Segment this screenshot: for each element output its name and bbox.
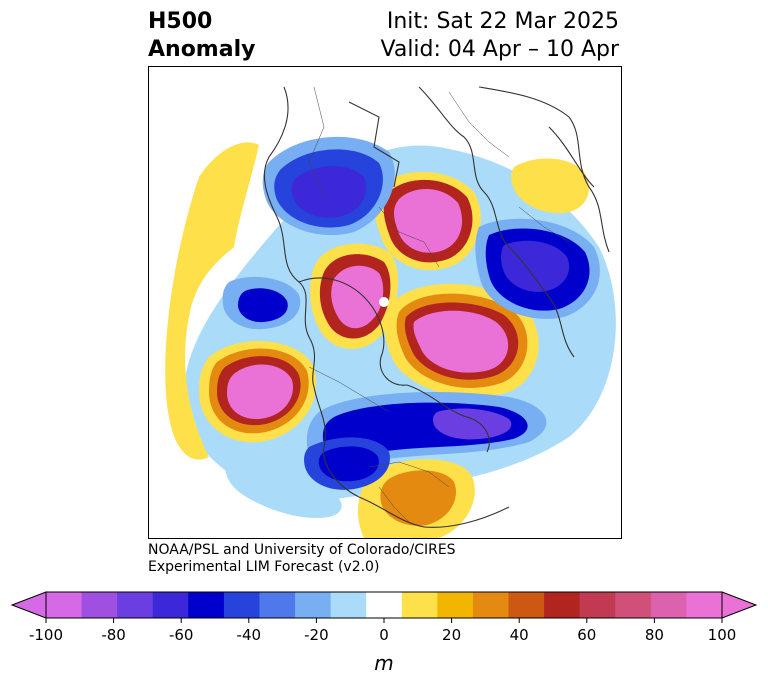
negative-pacific-band-core: [433, 408, 512, 440]
colorbar-tick-label: -80: [101, 626, 126, 644]
colorbar-swatch: [401, 592, 438, 618]
colorbar-extend-low: [10, 591, 47, 619]
political-borders: [308, 86, 570, 523]
init-date: Init: Sat 22 Mar 2025: [386, 9, 619, 34]
positive-pacific-core: [227, 364, 294, 420]
forecast-dates: Init: Sat 22 Mar 2025 Valid: 04 Apr – 10…: [381, 8, 620, 64]
colorbar-tick-label: -20: [304, 626, 329, 644]
anomaly-map-svg: [165, 86, 616, 538]
colorbar-tick-label: 100: [708, 626, 737, 644]
colorbar-tick-label: 60: [577, 626, 596, 644]
negative-asia-core: [238, 288, 288, 323]
colorbar-swatch: [223, 592, 260, 618]
colorbar-tick-label: -100: [29, 626, 63, 644]
negative-europe-core: [501, 240, 570, 292]
map-title-line1: H500: [148, 9, 213, 34]
positive-us-east-core: [380, 470, 456, 526]
colorbar-ticks: -100 -80 -60 -40 -20 0 20 40 60 80 100: [29, 618, 736, 644]
colorbar-tick-label: 80: [645, 626, 664, 644]
light-blue-southwest: [225, 457, 342, 518]
credit-line2: Experimental LIM Forecast (v2.0): [148, 559, 380, 575]
positive-atlantic-core: [413, 310, 509, 373]
colorbar-unit: m: [374, 651, 393, 675]
colorbar-swatch: [152, 592, 189, 618]
colorbar-swatch: [686, 592, 723, 618]
colorbar-swatch: [117, 592, 154, 618]
colorbar-swatch: [366, 592, 403, 618]
colorbar-swatch: [437, 592, 474, 618]
colorbar-swatch: [259, 592, 296, 618]
colorbar-tick-label: 40: [510, 626, 529, 644]
credit-line1: NOAA/PSL and University of Colorado/CIRE…: [148, 542, 456, 558]
credit-text: NOAA/PSL and University of Colorado/CIRE…: [148, 542, 456, 576]
colorbar-swatch: [81, 592, 118, 618]
positive-east-small: [511, 158, 589, 214]
colorbar-swatch: [472, 592, 510, 618]
valid-dates: Valid: 04 Apr – 10 Apr: [380, 37, 620, 62]
colorbar-tick-label: 20: [442, 626, 461, 644]
colorbar-tick-label: 0: [379, 626, 389, 644]
colorbar-swatch: [46, 592, 83, 618]
colorbar-tick-label: -40: [237, 626, 262, 644]
colorbar-swatch: [579, 592, 616, 618]
colorbar-swatch: [330, 592, 367, 618]
colorbar-swatch: [295, 592, 332, 618]
coastlines: [263, 86, 610, 528]
colorbar-swatch: [508, 592, 545, 618]
colorbar-swatch: [615, 592, 652, 618]
negative-us-west-core: [318, 446, 379, 482]
colorbar-swatch: [544, 592, 581, 618]
map-title: H500 Anomaly: [148, 8, 255, 64]
colorbar-swatch: [650, 592, 687, 618]
colorbar-swatches: [10, 591, 758, 619]
colorbar-swatch: [188, 592, 225, 618]
anomaly-map: [148, 66, 622, 539]
negative-siberia-core: [291, 166, 367, 218]
colorbar: -100 -80 -60 -40 -20 0 20 40 60 80 100 m: [10, 591, 758, 675]
yellow-band-west: [165, 142, 259, 460]
colorbar-extend-high: [721, 591, 758, 619]
map-title-line2: Anomaly: [148, 37, 256, 62]
north-pole-marker: [379, 297, 389, 307]
anomaly-fields: [165, 136, 616, 538]
colorbar-tick-label: -60: [169, 626, 194, 644]
positive-pole-core: [331, 265, 384, 329]
